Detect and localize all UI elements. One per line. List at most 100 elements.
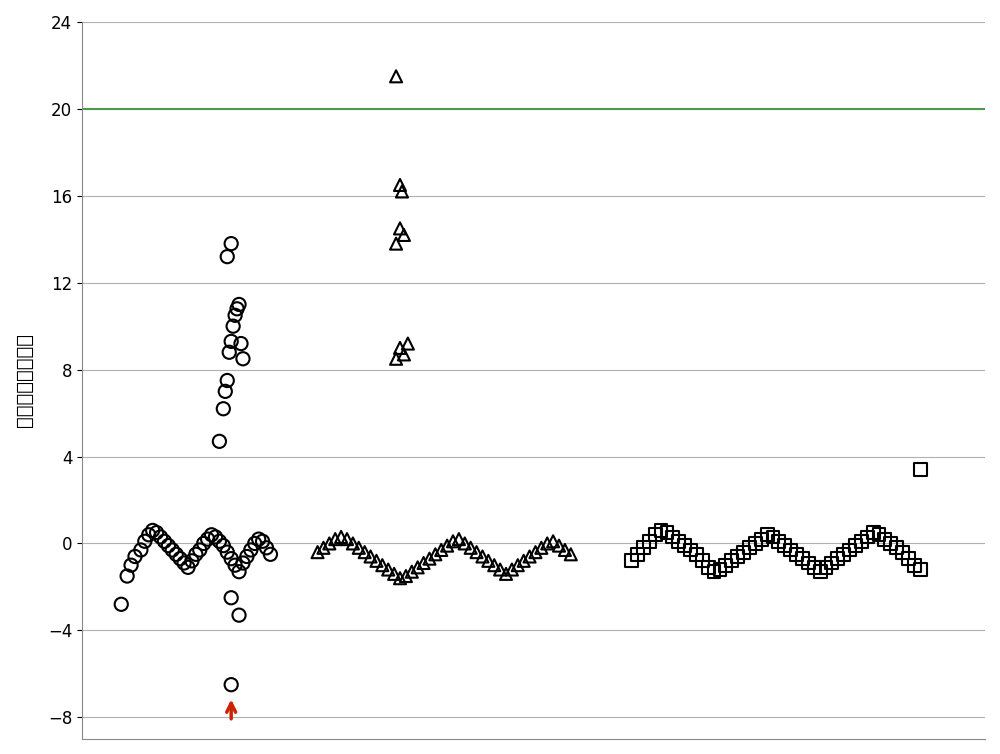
Point — [215, 540, 231, 552]
Point — [211, 535, 227, 547]
Point — [463, 542, 479, 554]
Point — [351, 542, 367, 554]
Point — [688, 548, 704, 560]
Point — [127, 550, 143, 562]
Point — [398, 570, 414, 582]
Point — [211, 435, 227, 447]
Point — [386, 568, 402, 580]
Point — [388, 238, 404, 250]
Point — [200, 533, 216, 545]
Point — [333, 531, 349, 543]
Point — [231, 566, 247, 578]
Point — [871, 529, 887, 541]
Point — [830, 553, 846, 565]
Point — [227, 559, 243, 572]
Point — [233, 338, 249, 350]
Point — [315, 542, 331, 554]
Point — [539, 538, 555, 550]
Point — [137, 535, 153, 547]
Point — [789, 548, 805, 560]
Point — [545, 535, 561, 547]
Point — [339, 533, 355, 545]
Point — [153, 531, 169, 543]
Point — [357, 546, 373, 558]
Point — [765, 531, 781, 543]
Point — [259, 542, 275, 554]
Point — [119, 570, 135, 582]
Point — [321, 538, 337, 550]
Point — [219, 375, 235, 387]
Point — [800, 557, 816, 569]
Point — [706, 566, 722, 578]
Point — [223, 592, 239, 604]
Point — [812, 566, 828, 578]
Point — [741, 542, 757, 554]
Point — [188, 548, 204, 560]
Point — [133, 544, 149, 556]
Point — [113, 598, 129, 610]
Point — [392, 342, 408, 354]
Point — [168, 548, 184, 560]
Point — [647, 529, 663, 541]
Point — [806, 561, 822, 573]
Point — [327, 533, 343, 545]
Point — [380, 563, 396, 575]
Point — [700, 561, 716, 573]
Point — [392, 572, 408, 584]
Point — [396, 229, 412, 241]
Point — [474, 550, 490, 562]
Point — [149, 526, 165, 538]
Point — [516, 555, 532, 567]
Point — [665, 531, 681, 543]
Point — [818, 561, 834, 573]
Point — [184, 555, 200, 567]
Point — [204, 529, 220, 541]
Point — [123, 559, 139, 572]
Point — [217, 385, 233, 397]
Point — [859, 531, 875, 543]
Point — [671, 535, 687, 547]
Point — [683, 544, 699, 556]
Point — [207, 531, 223, 543]
Point — [219, 250, 235, 262]
Point — [794, 553, 810, 565]
Point — [176, 557, 192, 569]
Point — [251, 533, 267, 545]
Point — [192, 544, 208, 556]
Point — [659, 526, 675, 538]
Point — [533, 542, 549, 554]
Point — [388, 70, 404, 82]
Point — [900, 553, 916, 565]
Point — [223, 238, 239, 250]
Point — [730, 550, 746, 562]
Point — [225, 320, 241, 333]
Point — [172, 553, 188, 565]
Point — [510, 559, 526, 572]
Point — [239, 550, 255, 562]
Point — [753, 533, 769, 545]
Point — [374, 559, 390, 572]
Point — [160, 540, 176, 552]
Point — [445, 535, 461, 547]
Point — [747, 538, 763, 550]
Point — [694, 555, 710, 567]
Point — [912, 464, 928, 476]
Point — [156, 535, 172, 547]
Point — [641, 535, 657, 547]
Point — [759, 529, 775, 541]
Point — [653, 524, 669, 536]
Point — [164, 544, 180, 556]
Point — [368, 555, 384, 567]
Point — [235, 353, 251, 365]
Point — [724, 555, 740, 567]
Point — [718, 559, 734, 572]
Point — [895, 546, 911, 558]
Point — [145, 524, 161, 536]
Point — [492, 563, 508, 575]
Point — [427, 548, 443, 560]
Point — [557, 544, 573, 556]
Point — [771, 535, 787, 547]
Point — [883, 538, 899, 550]
Point — [180, 561, 196, 573]
Point — [227, 309, 243, 321]
